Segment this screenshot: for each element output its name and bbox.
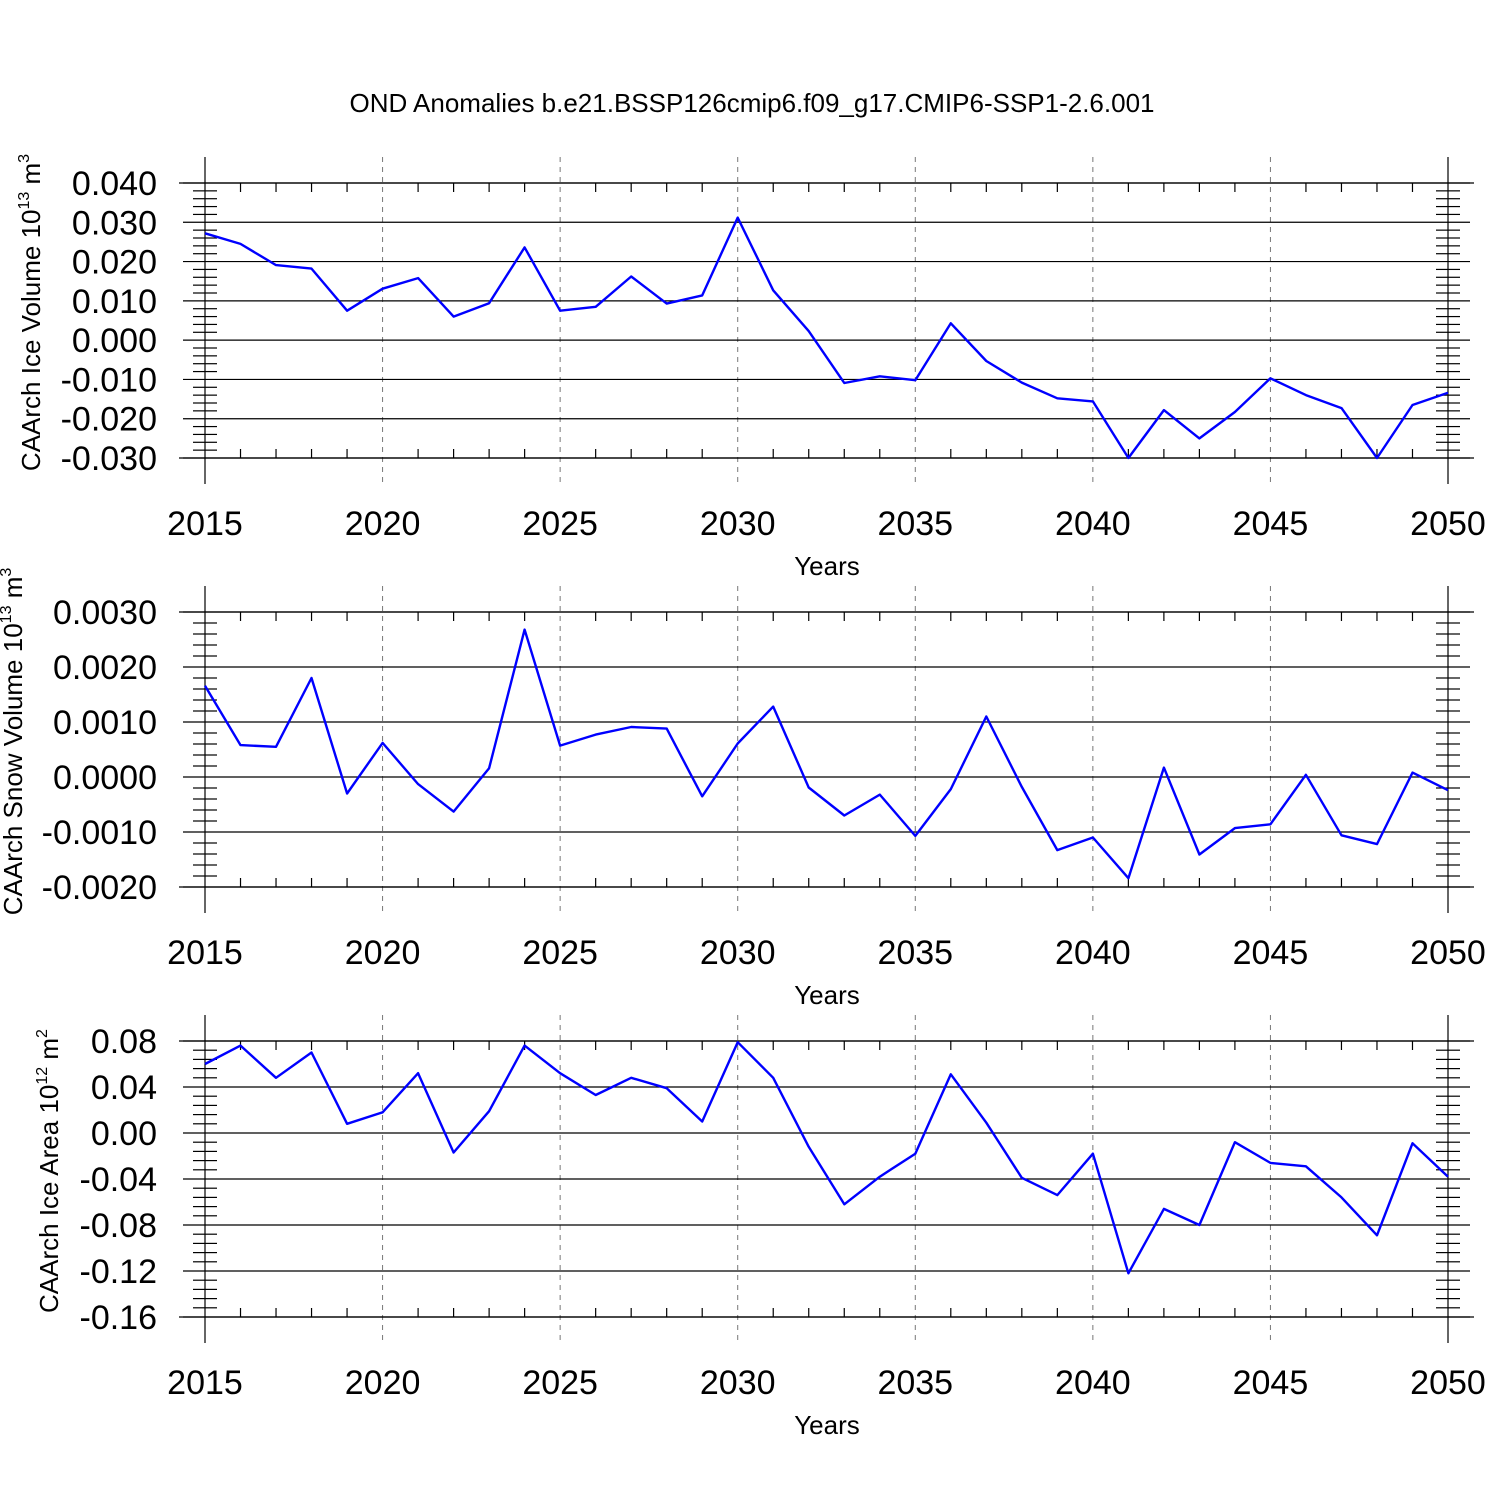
y-tick-label: 0.0020 [53, 649, 157, 687]
x-tick-label: 2030 [700, 1364, 776, 1402]
panels: -0.030-0.020-0.0100.0000.0100.0200.0300.… [0, 154, 1486, 1440]
y-tick-label: 0.00 [91, 1115, 157, 1153]
y-axis-title: CAArch Ice Area 1012 m2 [34, 1029, 64, 1313]
y-tick-label: 0.040 [72, 165, 157, 203]
x-tick-label: 2035 [877, 505, 953, 543]
y-tick-label: -0.010 [61, 361, 157, 399]
panel-3: -0.16 -0.12 -0.08 -0.04 0.00 0.04 0.08 2015 2020… [34, 1015, 1486, 1440]
x-tick-label: 2045 [1233, 934, 1309, 972]
y-tick-label: 0.04 [91, 1069, 157, 1107]
y-tick-label: 0.0010 [53, 704, 157, 742]
y-tick-label: 0.020 [72, 244, 157, 282]
y-tick-label: -0.020 [61, 401, 157, 439]
y-tick-label: 0.08 [91, 1023, 157, 1061]
y-tick-label: -0.04 [80, 1161, 158, 1199]
y-tick-label: -0.0020 [42, 869, 157, 907]
panel-1: -0.030-0.020-0.0100.0000.0100.0200.0300.… [16, 154, 1486, 581]
y-tick-label: -0.12 [80, 1253, 158, 1291]
x-tick-label: 2045 [1233, 505, 1309, 543]
y-axis-title: CAArch Snow Volume 1013 m3 [0, 568, 28, 916]
x-axis-title: Years [794, 551, 860, 581]
x-tick-label: 2015 [167, 505, 243, 543]
series-line [204, 216, 1449, 460]
x-axis-title: Years [794, 980, 860, 1010]
x-tick-label: 2050 [1410, 1364, 1486, 1402]
y-tick-label: -0.16 [80, 1299, 158, 1337]
y-tick-label: -0.0010 [42, 814, 157, 852]
y-axis-title: CAArch Ice Volume 1013 m3 [16, 154, 46, 471]
x-tick-label: 2050 [1410, 934, 1486, 972]
x-tick-label: 2040 [1055, 934, 1131, 972]
y-tick-label: 0.0000 [53, 759, 157, 797]
x-tick-label: 2045 [1233, 1364, 1309, 1402]
x-tick-label: 2025 [522, 934, 598, 972]
series-line [203, 628, 1449, 880]
x-tick-label: 2015 [167, 1364, 243, 1402]
x-tick-label: 2020 [345, 934, 421, 972]
y-tick-label: 0.030 [72, 204, 157, 242]
y-tick-label: -0.08 [80, 1207, 158, 1245]
chart-title: OND Anomalies b.e21.BSSP126cmip6.f09_g17… [349, 88, 1154, 118]
x-tick-label: 2050 [1410, 505, 1486, 543]
series-line [204, 1040, 1449, 1275]
x-tick-label: 2040 [1055, 505, 1131, 543]
y-tick-label: 0.0030 [53, 594, 157, 632]
x-tick-label: 2025 [522, 505, 598, 543]
x-tick-label: 2030 [700, 505, 776, 543]
x-tick-label: 2030 [700, 934, 776, 972]
x-tick-label: 2035 [877, 1364, 953, 1402]
x-tick-label: 2015 [167, 934, 243, 972]
x-tick-label: 2025 [522, 1364, 598, 1402]
x-tick-label: 2040 [1055, 1364, 1131, 1402]
y-tick-label: 0.000 [72, 322, 157, 360]
y-tick-label: -0.030 [61, 440, 157, 478]
y-tick-label: 0.010 [72, 283, 157, 321]
x-tick-label: 2020 [345, 505, 421, 543]
x-tick-label: 2035 [877, 934, 953, 972]
x-axis-title: Years [794, 1410, 860, 1440]
x-tick-label: 2020 [345, 1364, 421, 1402]
panel-2: -0.0020 -0.0010 0.0000 0.0010 0.0020 0.0030 20… [0, 568, 1486, 1010]
